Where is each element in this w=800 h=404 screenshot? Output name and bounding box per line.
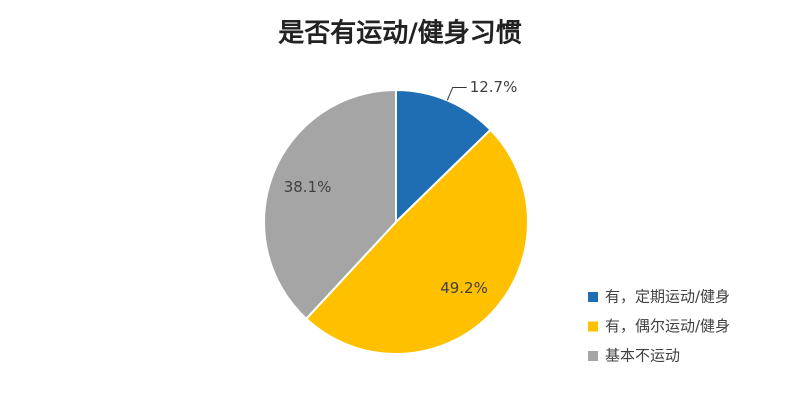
chart-title: 是否有运动/健身习惯 [278,18,522,49]
legend-swatch [588,321,598,332]
pie-slice [304,128,529,355]
pie-slice [263,88,397,321]
leader-line [446,86,467,101]
legend-label: 基本不运动 [605,347,680,365]
legend-label: 有，偶尔运动/健身 [605,317,730,335]
legend-label: 有，定期运动/健身 [605,288,730,306]
data-label: 49.2% [440,279,488,297]
legend-swatch [588,292,598,302]
legend-swatch [588,351,598,361]
data-label: 12.7% [470,78,518,96]
data-label: 38.1% [284,178,332,196]
